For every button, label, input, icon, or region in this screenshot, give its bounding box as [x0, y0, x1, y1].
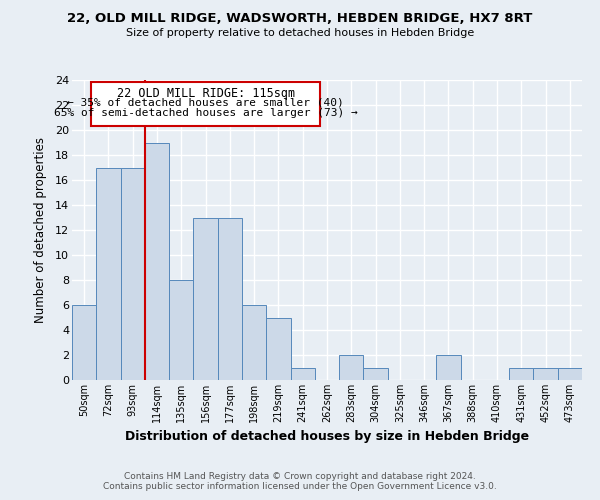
Text: 22 OLD MILL RIDGE: 115sqm: 22 OLD MILL RIDGE: 115sqm — [116, 87, 295, 100]
Bar — [290, 368, 315, 380]
Text: 65% of semi-detached houses are larger (73) →: 65% of semi-detached houses are larger (… — [53, 108, 358, 118]
Bar — [558, 368, 582, 380]
Bar — [96, 168, 121, 380]
Y-axis label: Number of detached properties: Number of detached properties — [34, 137, 47, 323]
Bar — [242, 305, 266, 380]
Text: 22, OLD MILL RIDGE, WADSWORTH, HEBDEN BRIDGE, HX7 8RT: 22, OLD MILL RIDGE, WADSWORTH, HEBDEN BR… — [67, 12, 533, 26]
Text: Contains public sector information licensed under the Open Government Licence v3: Contains public sector information licen… — [103, 482, 497, 491]
X-axis label: Distribution of detached houses by size in Hebden Bridge: Distribution of detached houses by size … — [125, 430, 529, 444]
Text: Contains HM Land Registry data © Crown copyright and database right 2024.: Contains HM Land Registry data © Crown c… — [124, 472, 476, 481]
Text: Size of property relative to detached houses in Hebden Bridge: Size of property relative to detached ho… — [126, 28, 474, 38]
Bar — [193, 218, 218, 380]
Bar — [121, 168, 145, 380]
Bar — [266, 318, 290, 380]
Bar — [533, 368, 558, 380]
Bar — [72, 305, 96, 380]
Bar — [339, 355, 364, 380]
Text: ← 35% of detached houses are smaller (40): ← 35% of detached houses are smaller (40… — [67, 98, 344, 108]
Bar — [509, 368, 533, 380]
FancyBboxPatch shape — [91, 82, 320, 126]
Bar — [145, 142, 169, 380]
Bar — [218, 218, 242, 380]
Bar — [436, 355, 461, 380]
Bar — [364, 368, 388, 380]
Bar — [169, 280, 193, 380]
